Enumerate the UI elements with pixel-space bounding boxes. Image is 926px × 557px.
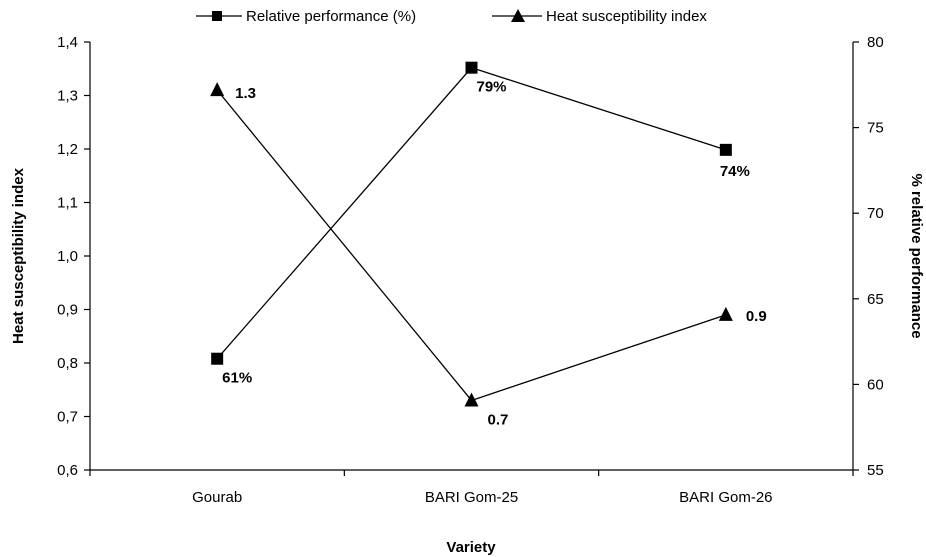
left-y-axis-title: Heat susceptibility index (10, 167, 27, 344)
right-y-tick-label: 55 (867, 462, 884, 479)
x-category-label: BARI Gom-25 (425, 489, 518, 506)
data-point-square (211, 352, 224, 365)
data-point-triangle (718, 306, 733, 321)
series-layer: 61% 79% 74% 1.3 0.7 0.9 (210, 61, 767, 428)
right-y-tick-label: 75 (867, 120, 884, 137)
data-label-square: 74% (720, 163, 750, 180)
right-y-tick-label: 70 (867, 205, 884, 222)
left-y-ticks: 0,6 0,7 0,8 0,9 1,0 1,1 1,2 1,3 1,4 (57, 34, 90, 479)
right-y-ticks: 55 60 65 70 75 80 (853, 34, 884, 479)
left-y-tick-label: 1,1 (57, 195, 78, 212)
legend-marker-triangle (511, 9, 525, 22)
right-y-tick-label: 60 (867, 376, 884, 393)
right-y-tick-label: 80 (867, 34, 884, 51)
left-y-tick-label: 1,4 (57, 34, 78, 51)
legend-label-relative-performance: Relative performance (%) (246, 8, 416, 25)
left-y-tick-label: 0,9 (57, 302, 78, 319)
data-label-triangle: 1.3 (235, 85, 256, 102)
x-category-label: BARI Gom-26 (679, 489, 772, 506)
left-y-tick-label: 1,2 (57, 141, 78, 158)
legend: Relative performance (%) Heat susceptibi… (196, 8, 707, 25)
data-label-triangle: 0.7 (488, 411, 509, 428)
x-category-label: Gourab (192, 489, 242, 506)
x-ticks: Gourab BARI Gom-25 BARI Gom-26 (89, 470, 854, 506)
left-y-tick-label: 1,0 (57, 248, 78, 265)
left-y-tick-label: 0,6 (57, 462, 78, 479)
data-point-triangle (464, 392, 479, 407)
data-point-square (465, 61, 478, 74)
x-axis-title: Variety (446, 539, 496, 556)
legend-label-heat-susceptibility: Heat susceptibility index (546, 8, 707, 25)
right-y-tick-label: 65 (867, 291, 884, 308)
data-label-triangle: 0.9 (746, 308, 767, 325)
series-line-square (216, 66, 727, 360)
left-y-tick-label: 1,3 (57, 88, 78, 105)
left-y-tick-label: 0,7 (57, 409, 78, 426)
series-line-triangle (216, 89, 727, 402)
data-label-square: 79% (477, 79, 507, 96)
right-y-axis-title: % relative performance (908, 173, 925, 338)
legend-marker-square (212, 11, 222, 21)
data-point-triangle (210, 82, 225, 97)
data-label-square: 61% (222, 370, 252, 387)
left-y-tick-label: 0,8 (57, 355, 78, 372)
data-point-square (719, 143, 732, 156)
